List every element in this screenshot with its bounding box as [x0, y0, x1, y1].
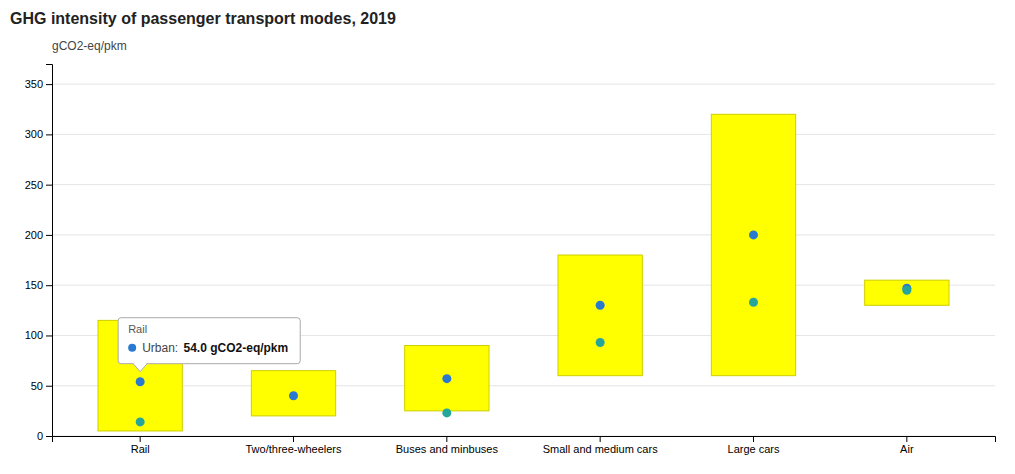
- y-axis-line: [46, 65, 53, 437]
- x-tick-label: Two/three-wheelers: [246, 443, 342, 455]
- x-axis-line: [53, 437, 996, 443]
- x-tick-mark: [906, 436, 907, 442]
- tooltip-value: 54.0 gCO2-eq/pkm: [184, 341, 289, 355]
- y-tick-mark: [46, 436, 52, 437]
- tooltip-arrow: [133, 364, 147, 372]
- range-bar: [558, 255, 642, 376]
- grid-line: [52, 184, 995, 185]
- x-tick: Small and medium cars: [543, 436, 658, 455]
- dot: [136, 417, 145, 426]
- y-tick-label: 100: [25, 329, 43, 341]
- x-tick-label: Air: [900, 443, 914, 455]
- dot: [136, 377, 145, 386]
- title: GHG intensity of passenger transport mod…: [10, 10, 396, 27]
- x-tick-mark: [753, 436, 754, 442]
- grid-line: [52, 234, 995, 235]
- tooltip-title: Rail: [128, 323, 147, 335]
- plot: 0 50 100 150 200 250 300 350 Rail Two/three-wheel…: [25, 65, 996, 455]
- grid-line: [52, 134, 995, 135]
- x-tick-label: Rail: [131, 443, 150, 455]
- y-tick: 300: [25, 128, 52, 140]
- x-tick-mark: [293, 436, 294, 442]
- tooltip-dot: [128, 344, 136, 352]
- y-tick-label: 250: [25, 179, 43, 191]
- y-tick-mark: [46, 285, 52, 286]
- y-tick-mark: [46, 84, 52, 85]
- grid-line: [52, 84, 995, 85]
- tooltip-arrow-cover: [134, 363, 146, 365]
- x-tick: Air: [900, 436, 914, 455]
- y-tick-mark: [46, 134, 52, 135]
- dot: [442, 408, 451, 417]
- y-tick-label: 200: [25, 229, 43, 241]
- dot: [596, 301, 605, 310]
- y-tick-mark: [46, 335, 52, 336]
- x-axis: Rail Two/three-wheelers Buses and minbuses…: [53, 436, 996, 455]
- x-tick: Two/three-wheelers: [246, 436, 342, 455]
- y-tick-mark: [46, 386, 52, 387]
- x-tick-mark: [446, 436, 447, 442]
- grid: [52, 84, 995, 436]
- y-axis: 0 50 100 150 200 250 300 350: [25, 65, 53, 443]
- y-tick-mark: [46, 185, 52, 186]
- x-tick-label: Large cars: [728, 443, 780, 455]
- x-tick-label: Small and medium cars: [543, 443, 658, 455]
- y-tick: 350: [25, 78, 52, 90]
- dot: [749, 230, 758, 239]
- dot: [749, 298, 758, 307]
- x-tick-mark: [140, 436, 141, 442]
- x-tick: Large cars: [728, 436, 780, 455]
- range-bar: [711, 114, 795, 375]
- tooltip-label: Urban:: [142, 341, 181, 355]
- y-tick-mark: [46, 235, 52, 236]
- tooltip-box: [118, 318, 300, 364]
- y-tick: 50: [31, 380, 52, 392]
- y-tick-label: 300: [25, 128, 43, 140]
- grid-line: [52, 385, 995, 386]
- range-bar: [865, 280, 949, 305]
- y-tick-label: 350: [25, 78, 43, 90]
- x-tick: Buses and minbuses: [396, 436, 499, 455]
- dot: [289, 391, 298, 400]
- y-tick: 200: [25, 229, 52, 241]
- dot: [902, 286, 911, 295]
- y-axis-label: gCO2-eq/pkm: [52, 39, 127, 53]
- y-tick-label: 0: [37, 430, 43, 442]
- range-bar: [251, 371, 335, 416]
- y-tick: 0: [37, 430, 52, 442]
- y-tick-label: 150: [25, 279, 43, 291]
- tooltip: Rail Urban: 54.0 gCO2-eq/pkm: [118, 318, 300, 372]
- y-tick-label: 50: [31, 380, 43, 392]
- dot: [442, 374, 451, 383]
- chart: GHG intensity of passenger transport mod…: [0, 0, 1015, 474]
- series: [98, 114, 949, 431]
- series: [136, 230, 912, 400]
- dot: [596, 338, 605, 347]
- marks: [98, 114, 949, 431]
- y-tick: 100: [25, 329, 52, 341]
- grid-line: [52, 285, 995, 286]
- x-tick: Rail: [131, 436, 150, 455]
- range-bar: [405, 346, 489, 411]
- x-tick-label: Buses and minbuses: [396, 443, 499, 455]
- y-tick: 150: [25, 279, 52, 291]
- x-tick-mark: [600, 436, 601, 442]
- y-tick: 250: [25, 179, 52, 191]
